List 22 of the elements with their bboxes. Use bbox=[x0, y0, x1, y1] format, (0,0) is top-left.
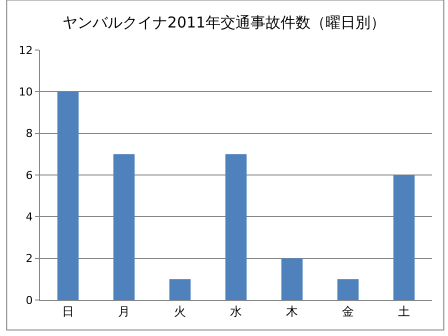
bar bbox=[57, 92, 79, 300]
x-tick-label: 土 bbox=[398, 304, 410, 318]
y-tick-label: 4 bbox=[26, 210, 33, 224]
bar bbox=[169, 279, 191, 300]
x-tick-label: 金 bbox=[342, 304, 354, 318]
y-tick-label: 0 bbox=[26, 294, 33, 307]
y-tick-label: 12 bbox=[18, 44, 33, 57]
y-tick-label: 2 bbox=[26, 252, 33, 266]
y-tick-label: 8 bbox=[26, 127, 33, 140]
bar bbox=[337, 279, 359, 300]
bar bbox=[113, 154, 135, 300]
bar bbox=[393, 175, 415, 300]
y-tick-label: 10 bbox=[18, 86, 33, 99]
bar bbox=[281, 258, 303, 300]
bar bbox=[225, 154, 247, 300]
x-tick-label: 木 bbox=[286, 304, 298, 318]
x-tick-label: 月 bbox=[118, 304, 130, 318]
y-tick-label: 6 bbox=[26, 168, 33, 182]
x-tick-label: 日 bbox=[62, 304, 74, 318]
x-tick-label: 水 bbox=[230, 304, 242, 318]
x-tick-label: 火 bbox=[174, 304, 186, 318]
chart-title: ヤンバルクイナ2011年交通事故件数（曜日別） bbox=[62, 13, 386, 32]
